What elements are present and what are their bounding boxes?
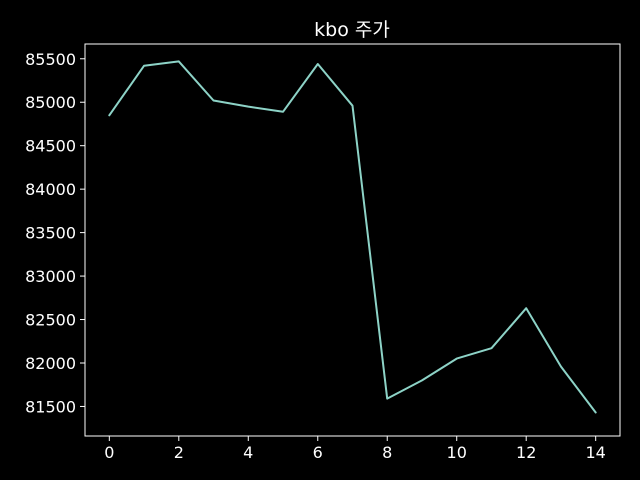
- y-tick-label: 85000: [25, 93, 76, 112]
- x-tick-label: 14: [586, 443, 606, 462]
- x-tick-label: 6: [313, 443, 323, 462]
- x-tick-label: 12: [516, 443, 536, 462]
- y-tick-label: 85500: [25, 50, 76, 69]
- y-tick-label: 84000: [25, 180, 76, 199]
- y-tick-label: 81500: [25, 397, 76, 416]
- x-tick-label: 4: [243, 443, 253, 462]
- plot-area: 0 2 4 6 8 10 12 14 81500 82000 82500 83000 83500 8400…: [25, 43, 621, 462]
- plot-frame: [84, 43, 621, 437]
- chart-title: kbo 주가: [314, 19, 390, 41]
- y-tick-label: 83500: [25, 224, 76, 243]
- y-tick-label: 84500: [25, 137, 76, 156]
- y-tick-label: 82000: [25, 354, 76, 373]
- x-tick-label: 8: [382, 443, 392, 462]
- x-tick-label: 10: [447, 443, 467, 462]
- series-line-0: [108, 60, 597, 414]
- y-tick-label: 82500: [25, 311, 76, 330]
- x-tick-label: 2: [174, 443, 184, 462]
- x-tick-label: 0: [104, 443, 114, 462]
- y-tick-label: 83000: [25, 267, 76, 286]
